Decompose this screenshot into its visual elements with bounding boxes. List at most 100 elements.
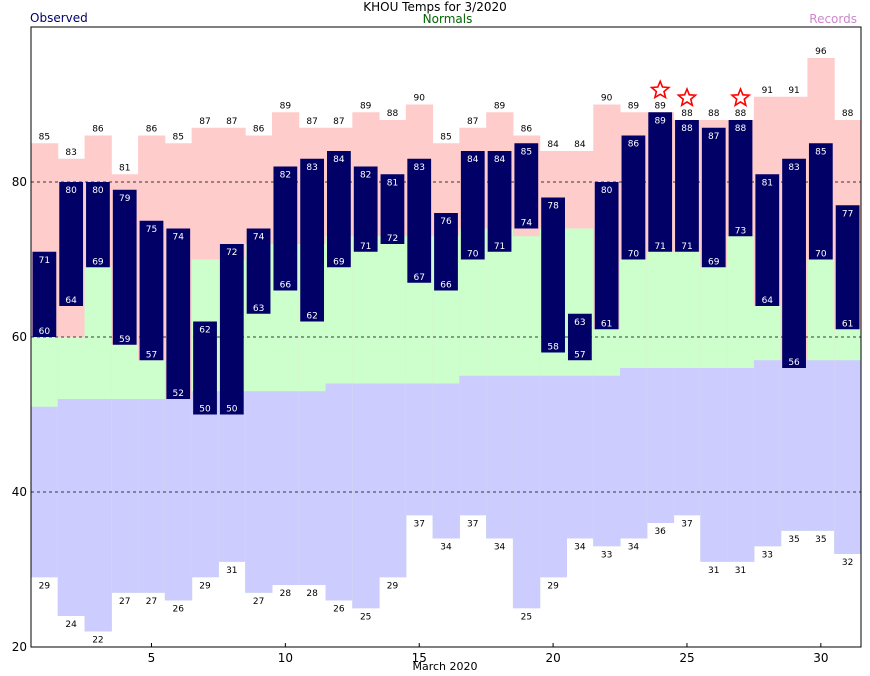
observed-low-label: 62 bbox=[306, 312, 317, 322]
observed-high-label: 82 bbox=[360, 171, 371, 181]
record-high-label: 83 bbox=[65, 148, 76, 158]
observed-bar bbox=[300, 158, 325, 322]
observed-high-label: 72 bbox=[226, 248, 237, 258]
observed-bar bbox=[166, 228, 191, 399]
record-low-label: 29 bbox=[547, 581, 559, 591]
record-low-band bbox=[646, 368, 675, 523]
observed-high-label: 85 bbox=[815, 147, 826, 157]
record-high-label: 84 bbox=[547, 140, 559, 150]
record-low-label: 28 bbox=[306, 589, 318, 599]
record-low-label: 27 bbox=[119, 597, 130, 607]
observed-low-label: 60 bbox=[39, 327, 51, 337]
observed-low-label: 71 bbox=[494, 242, 505, 252]
observed-bar bbox=[273, 166, 298, 291]
record-low-band bbox=[673, 368, 701, 516]
record-low-band bbox=[807, 360, 835, 531]
record-low-label: 25 bbox=[521, 612, 532, 622]
x-tick-label: 30 bbox=[813, 651, 828, 665]
record-star-icon bbox=[676, 86, 698, 108]
observed-bar bbox=[460, 151, 485, 260]
observed-high-label: 78 bbox=[547, 202, 559, 212]
observed-bar bbox=[541, 197, 565, 353]
observed-high-label: 76 bbox=[440, 217, 452, 227]
observed-low-label: 63 bbox=[253, 304, 264, 314]
observed-low-label: 73 bbox=[735, 226, 746, 236]
record-high-label: 88 bbox=[387, 109, 399, 119]
observed-low-label: 71 bbox=[360, 242, 371, 252]
record-low-label: 31 bbox=[226, 566, 237, 576]
observed-bar bbox=[193, 321, 217, 415]
y-tick-label: 40 bbox=[12, 485, 27, 499]
record-high-label: 90 bbox=[413, 94, 425, 104]
observed-bar bbox=[112, 189, 137, 345]
x-tick-label: 20 bbox=[545, 651, 560, 665]
record-low-label: 29 bbox=[39, 581, 51, 591]
observed-low-label: 74 bbox=[521, 219, 533, 229]
record-high-label: 87 bbox=[467, 117, 478, 127]
observed-high-label: 88 bbox=[735, 124, 747, 134]
record-low-band bbox=[593, 375, 621, 547]
observed-bar bbox=[219, 244, 244, 415]
record-low-band bbox=[620, 368, 648, 539]
record-low-label: 34 bbox=[494, 543, 506, 553]
observed-high-label: 84 bbox=[333, 155, 345, 165]
record-low-band bbox=[352, 383, 380, 609]
observed-bar bbox=[327, 151, 351, 268]
observed-low-label: 64 bbox=[762, 296, 774, 306]
record-high-label: 87 bbox=[333, 117, 344, 127]
observed-low-label: 69 bbox=[708, 257, 720, 267]
observed-bar bbox=[59, 182, 84, 306]
observed-low-label: 50 bbox=[199, 405, 211, 415]
record-high-label: 87 bbox=[306, 117, 317, 127]
record-low-band bbox=[379, 383, 407, 578]
record-low-label: 37 bbox=[681, 519, 692, 529]
observed-bar bbox=[380, 174, 405, 244]
observed-low-label: 70 bbox=[467, 250, 479, 260]
observed-low-label: 52 bbox=[173, 389, 184, 399]
observed-bar bbox=[86, 182, 110, 268]
x-tick-label: 15 bbox=[412, 651, 427, 665]
record-low-label: 27 bbox=[146, 597, 157, 607]
record-low-band bbox=[753, 360, 782, 547]
record-star-icon bbox=[649, 79, 671, 100]
observed-high-label: 83 bbox=[306, 163, 317, 173]
y-tick-label: 20 bbox=[12, 640, 27, 654]
observed-bar bbox=[514, 143, 539, 229]
observed-bar bbox=[621, 135, 646, 260]
observed-high-label: 83 bbox=[413, 163, 424, 173]
record-high-label: 86 bbox=[92, 125, 104, 135]
observed-bar bbox=[755, 174, 780, 306]
observed-low-label: 57 bbox=[574, 350, 585, 360]
observed-low-label: 61 bbox=[842, 319, 853, 329]
observed-high-label: 71 bbox=[39, 256, 50, 266]
record-low-label: 37 bbox=[467, 519, 478, 529]
record-low-label: 29 bbox=[199, 581, 211, 591]
record-high-label: 89 bbox=[494, 101, 506, 111]
y-tick-label: 80 bbox=[12, 175, 27, 189]
record-high-label: 89 bbox=[280, 101, 292, 111]
record-low-label: 24 bbox=[65, 620, 77, 630]
record-low-label: 32 bbox=[842, 558, 853, 568]
record-high-label: 86 bbox=[146, 125, 158, 135]
record-high-label: 88 bbox=[708, 109, 720, 119]
observed-high-label: 83 bbox=[788, 163, 799, 173]
record-low-label: 36 bbox=[654, 527, 666, 537]
observed-high-label: 77 bbox=[842, 209, 853, 219]
record-high-label: 84 bbox=[574, 140, 586, 150]
observed-low-label: 67 bbox=[413, 273, 424, 283]
record-high-label: 90 bbox=[601, 94, 613, 104]
record-low-band bbox=[218, 391, 246, 562]
observed-low-label: 56 bbox=[788, 358, 800, 368]
observed-high-label: 84 bbox=[494, 155, 506, 165]
observed-low-label: 69 bbox=[333, 257, 345, 267]
observed-low-label: 69 bbox=[92, 257, 104, 267]
observed-bar bbox=[835, 205, 860, 330]
x-tick-label: 5 bbox=[148, 651, 156, 665]
observed-bar bbox=[434, 213, 458, 291]
plot-frame bbox=[30, 26, 862, 648]
observed-bar bbox=[648, 112, 673, 252]
record-low-band bbox=[432, 383, 460, 539]
record-low-label: 27 bbox=[253, 597, 264, 607]
record-low-band bbox=[700, 368, 728, 562]
